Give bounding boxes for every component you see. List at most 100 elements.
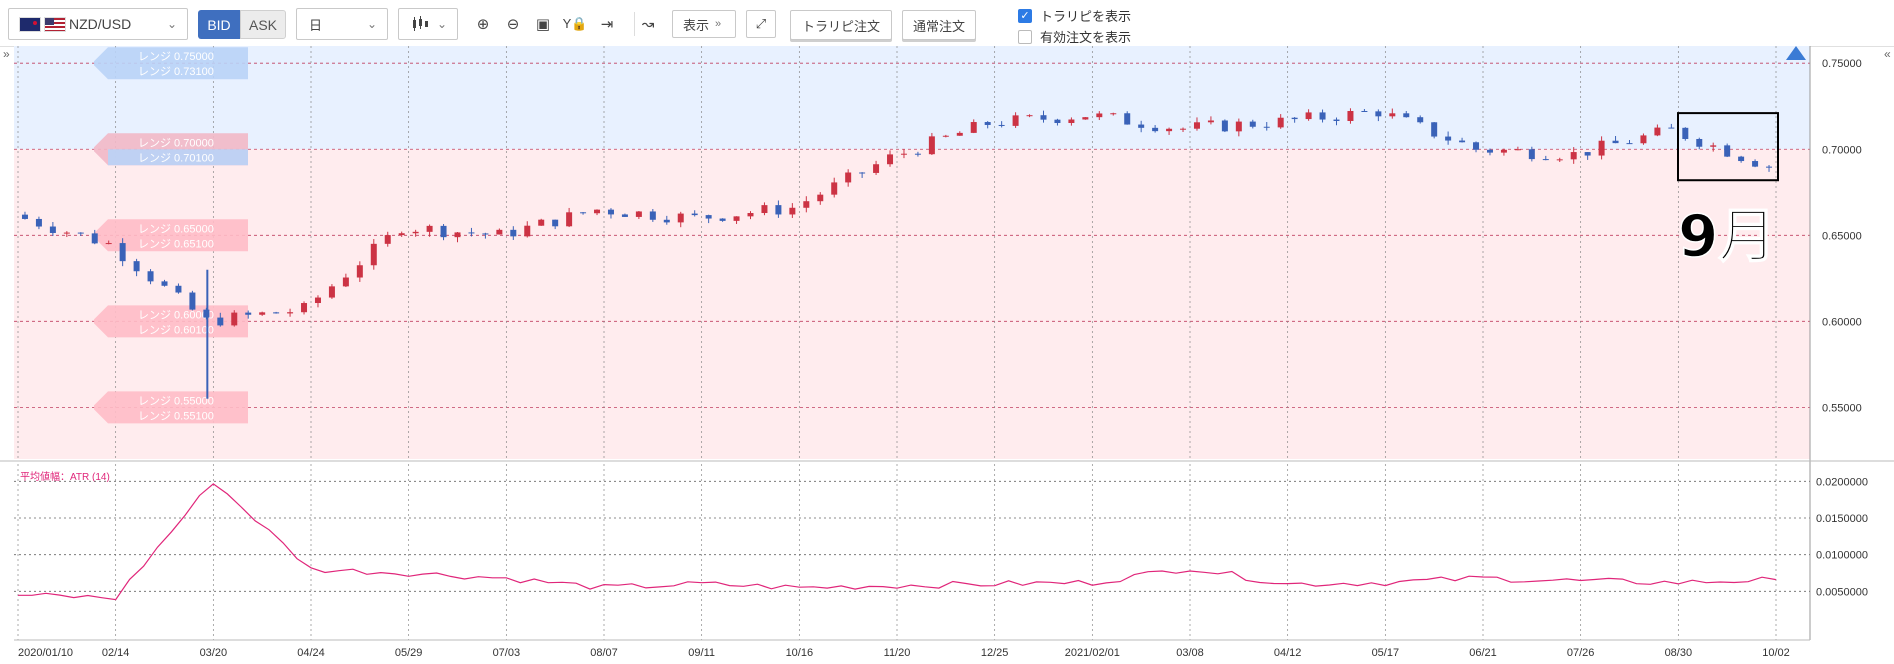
candle-body	[677, 213, 684, 223]
checkmark-icon: ✓	[1018, 8, 1032, 23]
candle-body	[1291, 117, 1298, 120]
ask-button[interactable]: ASK	[240, 10, 286, 39]
candle-body	[1612, 140, 1619, 144]
date-tick-label: 07/03	[493, 647, 521, 659]
candle-body	[1403, 113, 1410, 118]
zoom-in-icon[interactable]: ⊕	[476, 16, 490, 33]
candle-body	[91, 233, 98, 244]
date-tick-label: 05/17	[1372, 647, 1400, 659]
candle-body	[873, 164, 880, 173]
candle-body	[370, 243, 377, 266]
atr-tick-label: 0.0200000	[1816, 476, 1868, 488]
candle-body	[566, 212, 573, 227]
candle-body	[1180, 128, 1187, 130]
show-active-label: 有効注文を表示	[1040, 30, 1132, 45]
candle-body	[789, 207, 796, 215]
candle-body	[77, 232, 84, 234]
candle-body	[1263, 126, 1270, 128]
candle-body	[719, 218, 726, 221]
period-label: 日	[309, 17, 323, 33]
expand-icon: ⤢	[755, 16, 767, 31]
symbol-select[interactable]: NZD/USD ⌄	[8, 8, 188, 40]
candle-body	[635, 211, 642, 217]
candle-body	[356, 265, 363, 278]
add-indicator-icon[interactable]: ↝	[634, 12, 661, 36]
range-tag-label: レンジ 0.60000	[138, 309, 214, 321]
candle-body	[747, 213, 754, 217]
candle-body	[733, 216, 740, 221]
candle-body	[384, 235, 391, 244]
candle-body	[1459, 140, 1466, 143]
chart-type-select[interactable]: ⌄	[398, 8, 458, 40]
price-tick-label: 0.70000	[1822, 144, 1862, 156]
show-trap-checkbox[interactable]: ✓ トラリピを表示	[1018, 6, 1131, 25]
candle-body	[580, 212, 587, 214]
candle-body	[524, 225, 531, 237]
period-select[interactable]: 日 ⌄	[296, 8, 388, 40]
annotation-label: 9月	[1678, 202, 1776, 270]
range-tag	[94, 47, 248, 80]
price-tick-label: 0.65000	[1822, 230, 1862, 242]
candle-body	[1040, 115, 1047, 120]
nz-flag-icon	[19, 16, 41, 32]
candle-body	[1124, 113, 1131, 125]
atr-tick-label: 0.0150000	[1816, 513, 1868, 525]
range-tag	[94, 219, 248, 252]
price-tick-label: 0.75000	[1822, 58, 1862, 70]
candle-body	[691, 213, 698, 216]
candle-body	[1570, 152, 1577, 160]
show-active-checkbox[interactable]: 有効注文を表示	[1018, 27, 1131, 46]
date-tick-label: 05/29	[395, 647, 423, 659]
candle-body	[775, 205, 782, 215]
date-tick-label: 03/20	[200, 647, 228, 659]
candle-body	[1082, 117, 1089, 120]
candle-body	[328, 286, 335, 298]
bid-button[interactable]: BID	[198, 10, 240, 39]
candle-body	[538, 219, 545, 226]
candle-body	[1026, 115, 1033, 117]
candle-body	[175, 285, 182, 293]
candle-body	[998, 124, 1005, 126]
candle-body	[1207, 120, 1214, 123]
candle-body	[705, 215, 712, 219]
zoom-out-icon[interactable]: ⊖	[506, 16, 520, 33]
candle-body	[245, 312, 252, 315]
candle-body	[663, 219, 670, 223]
range-tag	[94, 305, 248, 338]
chevron-down-icon: ⌄	[366, 17, 377, 31]
atr-label: 平均値幅：ATR (14)	[20, 470, 110, 483]
candle-body	[342, 277, 349, 287]
price-chart[interactable]: » « 0.75000 0.70000 0.65000 0.60000 0.55000 レンジ…	[0, 46, 1894, 664]
candle-body	[287, 312, 294, 314]
candle-body	[1305, 112, 1312, 120]
candle-body	[1277, 117, 1284, 128]
jump-latest-icon[interactable]: ⇥	[600, 16, 614, 33]
candle-body	[1389, 113, 1396, 117]
trap-order-button[interactable]: トラリピ注文	[790, 10, 892, 40]
candle-body	[1584, 152, 1591, 156]
fullscreen-button[interactable]: ⤢	[746, 10, 776, 38]
candle-body	[803, 201, 810, 208]
range-tag-label: レンジ 0.75000	[138, 51, 214, 63]
y-axis-lock-icon[interactable]: Y🔒	[562, 16, 588, 31]
candle-body	[928, 136, 935, 155]
candle-body	[1766, 166, 1773, 168]
candle-body	[887, 154, 894, 165]
normal-order-button[interactable]: 通常注文	[902, 10, 976, 40]
scroll-up-marker-icon	[1786, 46, 1806, 60]
candle-body	[273, 312, 280, 314]
range-tag	[94, 391, 248, 424]
candle-body	[496, 229, 503, 235]
date-tick-label: 06/21	[1469, 647, 1497, 659]
candle-body	[1110, 113, 1117, 115]
display-menu-button[interactable]: 表示 »	[672, 10, 736, 38]
candle-body	[1347, 110, 1354, 121]
candlestick-icon	[413, 16, 428, 31]
price-tick-label: 0.60000	[1822, 316, 1862, 328]
candle-body	[231, 312, 238, 326]
candle-body	[259, 312, 266, 315]
fit-screen-icon[interactable]: ▣	[535, 16, 551, 33]
range-tag-label: レンジ 0.65100	[138, 238, 214, 250]
candle-body	[1012, 115, 1019, 126]
candle-body	[1752, 161, 1759, 167]
